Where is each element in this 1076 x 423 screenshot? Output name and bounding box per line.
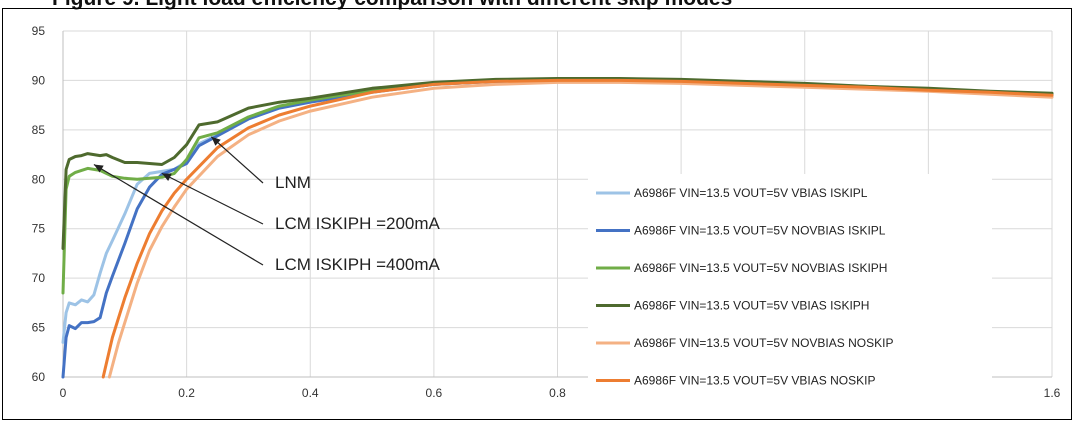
y-tick-label: 65: [32, 321, 46, 335]
legend-label-5: A6986F VIN=13.5 VOUT=5V NOVBIAS NOSKIP: [634, 336, 893, 350]
x-tick-label: 0.8: [549, 386, 566, 400]
legend-label-3: A6986F VIN=13.5 VOUT=5V NOVBIAS ISKIPH: [634, 261, 887, 275]
x-tick-label: 0.2: [178, 386, 195, 400]
annotation-leader-1: [210, 136, 264, 184]
legend-label-2: A6986F VIN=13.5 VOUT=5V NOVBIAS ISKIPL: [634, 224, 886, 238]
annotation-label-1: LNM: [275, 173, 311, 192]
y-tick-label: 60: [32, 370, 46, 384]
chart-title-strip: Figure 9. Light load efficiency comparis…: [0, 0, 1076, 10]
y-tick-label: 90: [32, 73, 46, 87]
series-line-6: [101, 78, 1054, 379]
annotation-arrowhead-2: [161, 173, 172, 181]
annotation-leader-2: [161, 172, 264, 225]
annotation-arrowhead-3: [93, 164, 104, 173]
x-tick-label: 1.6: [1044, 386, 1061, 400]
series-layer: [61, 77, 1054, 379]
x-tick-label: 0: [60, 386, 67, 400]
y-tick-label: 75: [32, 222, 46, 236]
y-tick-label: 80: [32, 172, 46, 186]
legend-background: [588, 174, 992, 405]
series-line-4: [61, 77, 1054, 250]
legend-label-4: A6986F VIN=13.5 VOUT=5V VBIAS ISKIPH: [634, 299, 869, 313]
y-tick-label: 70: [32, 271, 46, 285]
legend-label-1: A6986F VIN=13.5 VOUT=5V VBIAS ISKIPL: [634, 186, 868, 200]
legend: A6986F VIN=13.5 VOUT=5V VBIAS ISKIPL A698…: [588, 174, 992, 405]
annotation-leader-3: [93, 163, 264, 266]
chart-title: Figure 9. Light load efficiency comparis…: [52, 0, 732, 10]
y-tick-label: 95: [32, 24, 46, 38]
annotation-label-3: LCM ISKIPH =400mA: [275, 255, 441, 274]
x-tick-label: 0.4: [302, 386, 319, 400]
legend-label-6: A6986F VIN=13.5 VOUT=5V VBIAS NOSKIP: [634, 374, 875, 388]
x-tick-label: 0.6: [426, 386, 443, 400]
series-line-5: [107, 80, 1054, 379]
annotations: LNM LCM ISKIPH =200mA LCM ISKIPH =400mA: [93, 136, 441, 274]
chart-frame: [2, 8, 1072, 420]
annotation-arrowhead-1: [211, 136, 221, 146]
y-tick-label: 85: [32, 123, 46, 137]
annotation-label-2: LCM ISKIPH =200mA: [275, 214, 441, 233]
